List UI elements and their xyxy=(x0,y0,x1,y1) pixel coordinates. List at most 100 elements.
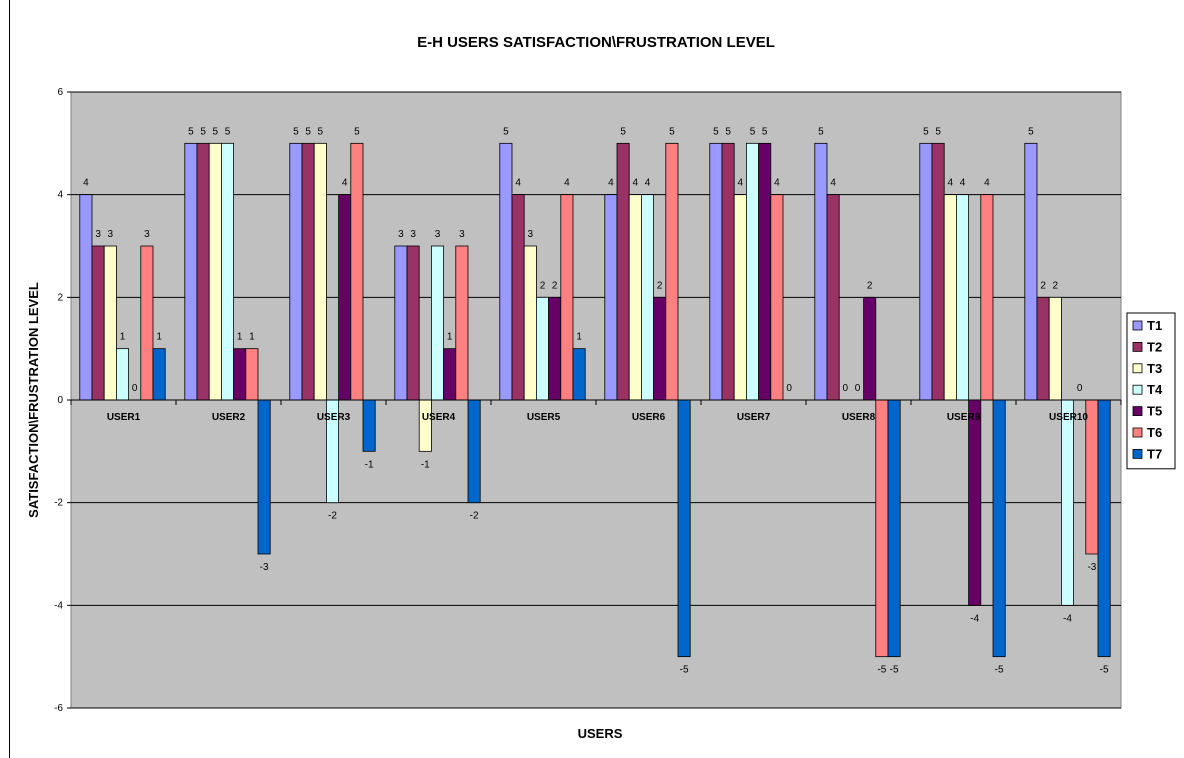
chart-frame: E-H USERS SATISFACTION\FRUSTRATION LEVEL… xyxy=(9,0,1184,758)
bar-t3-user1 xyxy=(103,245,117,401)
data-label: 5 xyxy=(213,126,219,137)
bar-t1-user2 xyxy=(184,142,198,401)
data-label: 4 xyxy=(645,178,651,189)
bar-t2-user6 xyxy=(616,142,630,401)
category-label: USER5 xyxy=(527,412,561,423)
legend-label-t7: T7 xyxy=(1147,446,1162,461)
data-label: 3 xyxy=(528,229,534,240)
bar-t4-user1 xyxy=(116,348,130,401)
data-label: 5 xyxy=(318,126,324,137)
data-label: 5 xyxy=(620,126,626,137)
data-label: 2 xyxy=(540,280,546,291)
bar-t6-user10 xyxy=(1085,399,1099,555)
data-label: 0 xyxy=(855,383,861,394)
bar-t2-user1 xyxy=(91,245,105,401)
data-label: 3 xyxy=(459,229,465,240)
category-label: USER9 xyxy=(947,412,981,423)
bar-t5-user6 xyxy=(653,296,667,401)
bar-t4-user7 xyxy=(746,142,760,401)
bar-t6-user1 xyxy=(140,245,154,401)
data-label: 4 xyxy=(774,178,780,189)
bar-t6-user5 xyxy=(560,194,574,401)
bar-t1-user10 xyxy=(1024,142,1038,401)
legend-swatch-t5 xyxy=(1132,406,1143,417)
data-label: 5 xyxy=(225,126,231,137)
bar-t1-user1 xyxy=(79,194,93,401)
bar-t1-user5 xyxy=(499,142,513,401)
data-label: 5 xyxy=(354,126,360,137)
data-label: 5 xyxy=(750,126,756,137)
legend-swatch-t7 xyxy=(1132,448,1143,459)
bar-t3-user4 xyxy=(418,399,432,452)
bar-t1-user9 xyxy=(919,142,933,401)
legend-label-t4: T4 xyxy=(1147,382,1163,397)
bar-t4-user5 xyxy=(536,296,550,401)
data-label: 4 xyxy=(984,178,990,189)
data-label: 5 xyxy=(725,126,731,137)
bar-t5-user3 xyxy=(338,194,352,401)
data-label: 0 xyxy=(786,383,792,394)
data-label: -3 xyxy=(260,562,269,573)
bar-t4-user9 xyxy=(956,194,970,401)
legend-label-t3: T3 xyxy=(1147,361,1162,376)
bar-t2-user10 xyxy=(1036,296,1050,401)
bar-t2-user8 xyxy=(826,194,840,401)
y-tick-label: -6 xyxy=(54,703,63,714)
bar-t4-user2 xyxy=(220,142,234,401)
category-label: USER7 xyxy=(737,412,771,423)
bar-t3-user10 xyxy=(1048,296,1062,401)
data-label: 5 xyxy=(923,126,929,137)
data-label: 3 xyxy=(144,229,150,240)
data-label: 1 xyxy=(120,332,126,343)
bar-t7-user9 xyxy=(992,399,1006,658)
data-label: 5 xyxy=(818,126,824,137)
data-label: -5 xyxy=(877,665,886,676)
data-label: 3 xyxy=(410,229,416,240)
legend-label-t1: T1 xyxy=(1147,318,1162,333)
bar-t3-user9 xyxy=(943,194,957,401)
bar-t7-user8 xyxy=(887,399,901,658)
legend-label-t5: T5 xyxy=(1147,404,1162,419)
data-label: 5 xyxy=(1028,126,1034,137)
data-label: -5 xyxy=(680,665,689,676)
bar-t6-user3 xyxy=(350,142,364,401)
bar-t3-user6 xyxy=(628,194,642,401)
data-label: 2 xyxy=(1040,280,1046,291)
bar-t2-user3 xyxy=(301,142,315,401)
data-label: 3 xyxy=(95,229,101,240)
bar-t7-user2 xyxy=(257,399,271,555)
bar-t6-user7 xyxy=(770,194,784,401)
bar-t5-user7 xyxy=(758,142,772,401)
legend-swatch-t3 xyxy=(1132,363,1143,374)
data-label: 2 xyxy=(867,280,873,291)
bar-t4-user4 xyxy=(430,245,444,401)
data-label: 3 xyxy=(108,229,114,240)
bar-t7-user5 xyxy=(572,348,586,401)
bar-t5-user9 xyxy=(968,399,982,606)
category-label: USER1 xyxy=(107,412,141,423)
data-label: 0 xyxy=(132,383,138,394)
data-label: -5 xyxy=(890,665,899,676)
data-label: -1 xyxy=(365,459,374,470)
data-label: 3 xyxy=(398,229,404,240)
bar-t6-user8 xyxy=(875,399,889,658)
bar-t1-user4 xyxy=(394,245,408,401)
data-label: 4 xyxy=(515,178,521,189)
bar-t3-user7 xyxy=(733,194,747,401)
y-tick-label: -2 xyxy=(54,498,63,509)
data-label: 4 xyxy=(564,178,570,189)
data-label: 5 xyxy=(669,126,675,137)
bar-t2-user2 xyxy=(196,142,210,401)
data-label: -2 xyxy=(328,511,337,522)
bar-t5-user2 xyxy=(233,348,247,401)
bar-t2-user5 xyxy=(511,194,525,401)
data-label: 1 xyxy=(237,332,243,343)
bar-t6-user4 xyxy=(455,245,469,401)
data-label: 5 xyxy=(305,126,311,137)
bar-t6-user6 xyxy=(665,142,679,401)
bar-t7-user10 xyxy=(1097,399,1111,658)
legend-swatch-t6 xyxy=(1132,427,1143,438)
bar-t5-user4 xyxy=(443,348,457,401)
legend-swatch-t1 xyxy=(1132,320,1143,331)
data-label: -5 xyxy=(1100,665,1109,676)
